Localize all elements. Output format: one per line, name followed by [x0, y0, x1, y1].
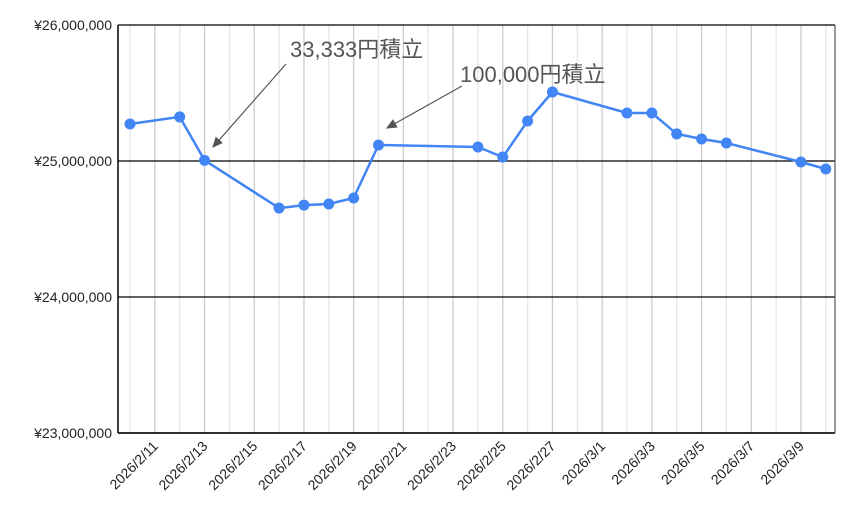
annotations: 33,333円積立 100,000円積立	[212, 37, 606, 148]
y-tick-label: ¥26,000,000	[33, 17, 112, 33]
annotation-100000: 100,000円積立	[460, 62, 606, 87]
data-point	[522, 115, 534, 127]
data-point	[621, 107, 633, 119]
data-point	[720, 137, 732, 149]
x-tick-label: 2026/3/9	[757, 438, 807, 488]
x-tick-label: 2026/2/11	[106, 438, 161, 493]
y-axis-ticks: ¥26,000,000 ¥25,000,000 ¥24,000,000 ¥23,000…	[33, 17, 112, 441]
x-tick-label: 2026/2/27	[503, 438, 559, 494]
x-tick-label: 2026/2/25	[454, 438, 510, 494]
y-tick-label: ¥23,000,000	[33, 425, 112, 441]
data-point	[298, 199, 310, 211]
data-point	[124, 118, 136, 130]
data-point	[671, 128, 683, 140]
x-tick-label: 2026/3/1	[558, 438, 608, 488]
annotation-33333: 33,333円積立	[290, 37, 423, 62]
data-point	[472, 141, 484, 153]
data-point	[348, 192, 360, 204]
x-tick-label: 2026/2/13	[155, 438, 211, 494]
annotation-arrow-33333	[212, 63, 287, 148]
data-point	[199, 154, 211, 166]
data-point	[546, 86, 558, 98]
x-tick-label: 2026/2/21	[354, 438, 410, 494]
x-tick-label: 2026/2/19	[304, 438, 360, 494]
y-tick-label: ¥25,000,000	[33, 153, 112, 169]
x-tick-label: 2026/2/23	[404, 438, 460, 494]
series	[124, 86, 832, 214]
data-point	[323, 198, 335, 210]
x-tick-label: 2026/3/3	[608, 438, 658, 488]
grid	[118, 24, 835, 434]
data-point	[696, 133, 708, 145]
data-point	[820, 163, 832, 175]
data-point	[273, 202, 285, 214]
axes	[117, 25, 836, 434]
data-point	[646, 107, 658, 119]
y-tick-label: ¥24,000,000	[33, 289, 112, 305]
data-point	[795, 156, 807, 168]
x-tick-label: 2026/3/7	[708, 438, 758, 488]
data-point	[174, 111, 186, 123]
data-point	[373, 139, 384, 151]
x-tick-label: 2026/2/17	[255, 438, 311, 494]
x-axis-ticks: 2026/2/112026/2/132026/2/152026/2/172026…	[106, 438, 807, 494]
annotation-arrow-100000	[385, 85, 463, 129]
data-point	[497, 151, 509, 163]
x-tick-label: 2026/3/5	[658, 438, 708, 488]
x-tick-label: 2026/2/15	[205, 438, 261, 494]
